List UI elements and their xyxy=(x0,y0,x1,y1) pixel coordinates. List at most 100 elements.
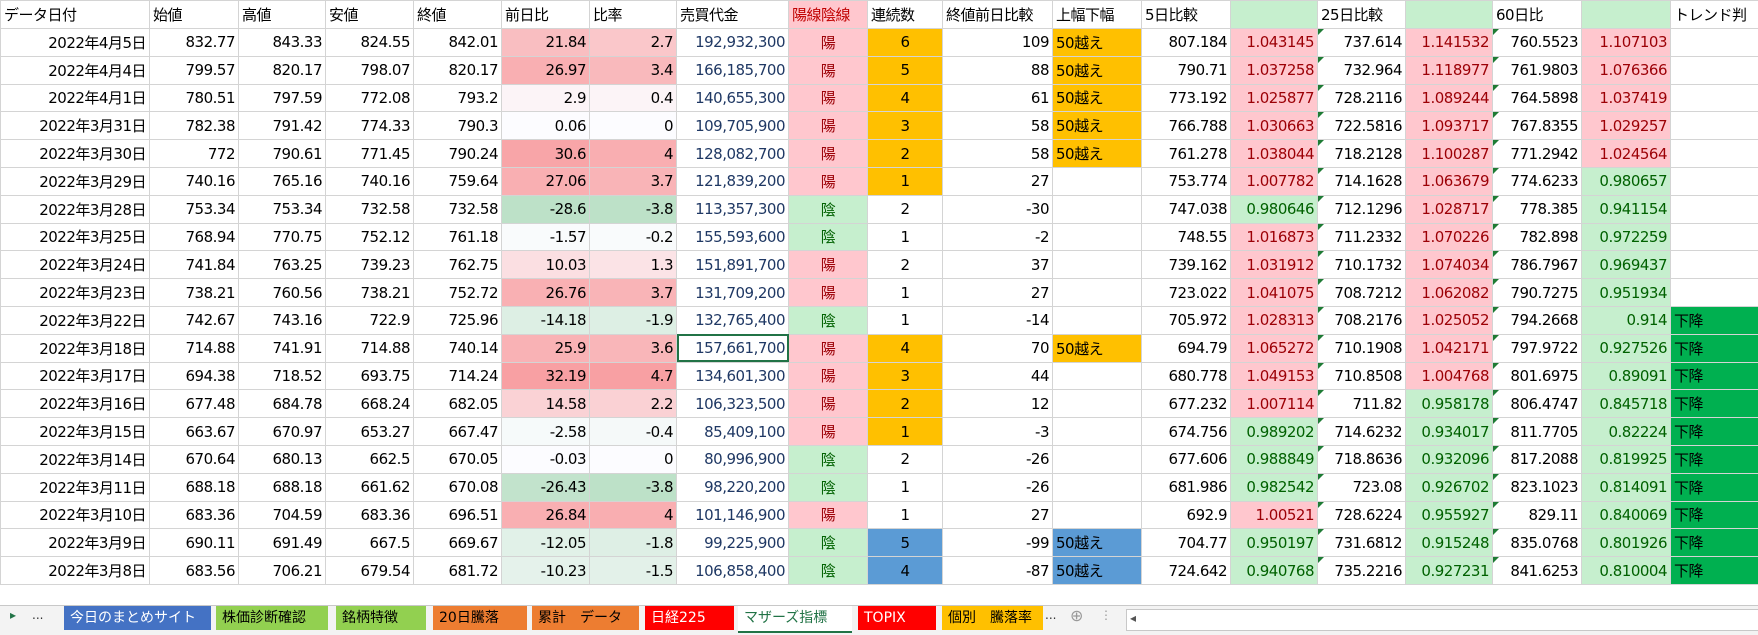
cell-range[interactable] xyxy=(1053,473,1142,501)
cell-low[interactable]: 683.36 xyxy=(326,501,414,529)
cell-volume[interactable]: 80,996,900 xyxy=(677,445,789,473)
cell-ratio25[interactable]: 1.062082 xyxy=(1406,279,1493,307)
cell-close-diff[interactable]: -87 xyxy=(943,557,1053,585)
cell-ma25[interactable]: 722.5816 xyxy=(1318,112,1406,140)
cell-candle[interactable]: 陰 xyxy=(789,195,868,223)
cell-ma60[interactable]: 764.5898 xyxy=(1493,84,1582,112)
cell-ratio60[interactable]: 0.819925 xyxy=(1582,445,1671,473)
column-header[interactable] xyxy=(1406,1,1493,29)
cell-close[interactable]: 790.3 xyxy=(414,112,502,140)
column-header[interactable]: 終値前日比較 xyxy=(943,1,1053,29)
cell-ma5[interactable]: 761.278 xyxy=(1142,140,1231,168)
cell-volume[interactable]: 192,932,300 xyxy=(677,29,789,57)
cell-ratio25[interactable]: 1.141532 xyxy=(1406,29,1493,57)
tab-more-right[interactable]: ... xyxy=(1045,608,1056,622)
cell-low[interactable]: 740.16 xyxy=(326,167,414,195)
cell-trend[interactable]: 下降 xyxy=(1671,390,1758,418)
cell-ma25[interactable]: 714.6232 xyxy=(1318,418,1406,446)
cell-high[interactable]: 791.42 xyxy=(239,112,326,140)
cell-candle[interactable]: 陽 xyxy=(789,251,868,279)
cell-ratio60[interactable]: 0.840069 xyxy=(1582,501,1671,529)
cell-ratio5[interactable]: 0.988849 xyxy=(1231,445,1318,473)
cell-low[interactable]: 732.58 xyxy=(326,195,414,223)
cell-ratio5[interactable]: 1.041075 xyxy=(1231,279,1318,307)
cell-change-ratio[interactable]: 0 xyxy=(590,112,677,140)
cell-ratio60[interactable]: 0.82224 xyxy=(1582,418,1671,446)
cell-candle[interactable]: 陽 xyxy=(789,140,868,168)
cell-ratio5[interactable]: 1.065272 xyxy=(1231,334,1318,362)
cell-candle[interactable]: 陽 xyxy=(789,112,868,140)
cell-range[interactable]: 50越え xyxy=(1053,557,1142,585)
cell-high[interactable]: 743.16 xyxy=(239,306,326,334)
cell-trend[interactable] xyxy=(1671,56,1758,84)
cell-low[interactable]: 774.33 xyxy=(326,112,414,140)
cell-ratio5[interactable]: 0.982542 xyxy=(1231,473,1318,501)
cell-ma60[interactable]: 817.2088 xyxy=(1493,445,1582,473)
cell-streak[interactable]: 1 xyxy=(868,306,943,334)
cell-low[interactable]: 772.08 xyxy=(326,84,414,112)
cell-trend[interactable]: 下降 xyxy=(1671,501,1758,529)
cell-open[interactable]: 714.88 xyxy=(150,334,239,362)
cell-low[interactable]: 722.9 xyxy=(326,306,414,334)
cell-volume[interactable]: 106,858,400 xyxy=(677,557,789,585)
cell-ma25[interactable]: 737.614 xyxy=(1318,29,1406,57)
cell-trend[interactable] xyxy=(1671,84,1758,112)
cell-volume[interactable]: 109,705,900 xyxy=(677,112,789,140)
cell-date[interactable]: 2022年3月10日 xyxy=(1,501,150,529)
cell-ma25[interactable]: 714.1628 xyxy=(1318,167,1406,195)
cell-candle[interactable]: 陰 xyxy=(789,557,868,585)
cell-high[interactable]: 765.16 xyxy=(239,167,326,195)
cell-ratio5[interactable]: 1.043145 xyxy=(1231,29,1318,57)
cell-ratio25[interactable]: 1.063679 xyxy=(1406,167,1493,195)
cell-low[interactable]: 662.5 xyxy=(326,445,414,473)
cell-open[interactable]: 782.38 xyxy=(150,112,239,140)
cell-streak[interactable]: 2 xyxy=(868,390,943,418)
cell-ma60[interactable]: 823.1023 xyxy=(1493,473,1582,501)
cell-change-ratio[interactable]: -0.2 xyxy=(590,223,677,251)
cell-close[interactable]: 670.05 xyxy=(414,445,502,473)
cell-ma5[interactable]: 753.774 xyxy=(1142,167,1231,195)
cell-low[interactable]: 739.23 xyxy=(326,251,414,279)
cell-date[interactable]: 2022年3月15日 xyxy=(1,418,150,446)
cell-ratio60[interactable]: 0.810004 xyxy=(1582,557,1671,585)
add-sheet-icon[interactable]: ⊕ xyxy=(1070,606,1083,625)
cell-change[interactable]: 26.76 xyxy=(502,279,590,307)
cell-streak[interactable]: 5 xyxy=(868,529,943,557)
cell-volume[interactable]: 134,601,300 xyxy=(677,362,789,390)
cell-open[interactable]: 780.51 xyxy=(150,84,239,112)
cell-low[interactable]: 738.21 xyxy=(326,279,414,307)
cell-ratio25[interactable]: 0.932096 xyxy=(1406,445,1493,473)
cell-high[interactable]: 843.33 xyxy=(239,29,326,57)
cell-trend[interactable] xyxy=(1671,223,1758,251)
cell-ma60[interactable]: 806.4747 xyxy=(1493,390,1582,418)
cell-close[interactable]: 732.58 xyxy=(414,195,502,223)
cell-change[interactable]: -2.58 xyxy=(502,418,590,446)
cell-trend[interactable]: 下降 xyxy=(1671,418,1758,446)
cell-change-ratio[interactable]: 3.6 xyxy=(590,334,677,362)
cell-high[interactable]: 706.21 xyxy=(239,557,326,585)
cell-change-ratio[interactable]: 3.7 xyxy=(590,167,677,195)
cell-ratio60[interactable]: 0.814091 xyxy=(1582,473,1671,501)
cell-ma5[interactable]: 704.77 xyxy=(1142,529,1231,557)
cell-high[interactable]: 688.18 xyxy=(239,473,326,501)
cell-volume[interactable]: 151,891,700 xyxy=(677,251,789,279)
cell-close[interactable]: 759.64 xyxy=(414,167,502,195)
cell-change[interactable]: -10.23 xyxy=(502,557,590,585)
cell-range[interactable] xyxy=(1053,362,1142,390)
cell-ma25[interactable]: 711.2332 xyxy=(1318,223,1406,251)
cell-close-diff[interactable]: -3 xyxy=(943,418,1053,446)
cell-high[interactable]: 820.17 xyxy=(239,56,326,84)
tab-more-left[interactable]: ... xyxy=(32,608,43,622)
cell-trend[interactable] xyxy=(1671,140,1758,168)
cell-volume-selected[interactable]: 157,661,700 xyxy=(677,334,789,362)
cell-change-ratio[interactable]: -1.9 xyxy=(590,306,677,334)
cell-close[interactable]: 752.72 xyxy=(414,279,502,307)
column-header[interactable] xyxy=(1582,1,1671,29)
cell-change[interactable]: -12.05 xyxy=(502,529,590,557)
cell-ma5[interactable]: 692.9 xyxy=(1142,501,1231,529)
cell-close-diff[interactable]: -14 xyxy=(943,306,1053,334)
cell-ratio60[interactable]: 1.076366 xyxy=(1582,56,1671,84)
cell-ratio60[interactable]: 1.024564 xyxy=(1582,140,1671,168)
cell-low[interactable]: 824.55 xyxy=(326,29,414,57)
cell-date[interactable]: 2022年3月9日 xyxy=(1,529,150,557)
